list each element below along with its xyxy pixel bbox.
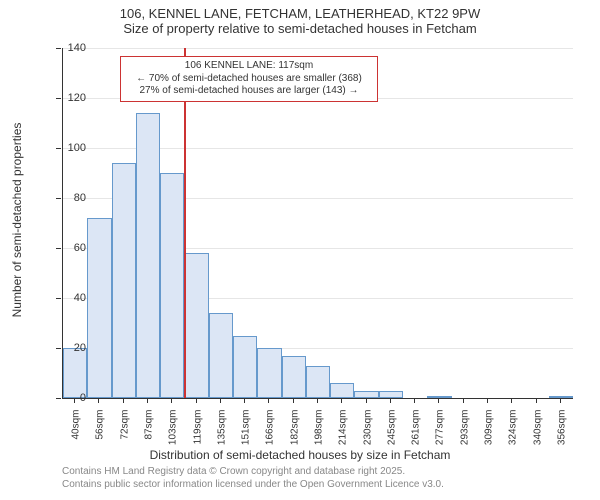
x-tick-mark — [487, 398, 488, 403]
y-tick-label: 0 — [46, 392, 86, 404]
y-tick-mark — [56, 398, 61, 399]
annotation-line3: 27% of semi-detached houses are larger (… — [125, 85, 373, 98]
x-tick-label: 214sqm — [338, 410, 349, 460]
histogram-bar — [306, 366, 330, 399]
histogram-bar — [549, 396, 573, 399]
annotation-box: 106 KENNEL LANE: 117sqm ← 70% of semi-de… — [120, 56, 378, 102]
y-tick-label: 20 — [46, 342, 86, 354]
annotation-line1: 106 KENNEL LANE: 117sqm — [125, 60, 373, 73]
x-tick-mark — [171, 398, 172, 403]
x-tick-label: 87sqm — [144, 410, 155, 460]
x-tick-mark — [511, 398, 512, 403]
histogram-bar — [233, 336, 257, 399]
histogram-bar — [257, 348, 281, 398]
histogram-bar — [160, 173, 184, 398]
x-tick-label: 151sqm — [241, 410, 252, 460]
y-tick-label: 80 — [46, 192, 86, 204]
histogram-bar — [330, 383, 354, 398]
x-tick-mark — [560, 398, 561, 403]
x-tick-mark — [74, 398, 75, 403]
x-tick-mark — [463, 398, 464, 403]
x-tick-mark — [317, 398, 318, 403]
x-tick-label: 245sqm — [386, 410, 397, 460]
histogram-bar — [354, 391, 378, 399]
histogram-bar — [427, 396, 451, 399]
x-tick-label: 309sqm — [484, 410, 495, 460]
x-tick-label: 103sqm — [168, 410, 179, 460]
footer-line2: Contains public sector information licen… — [62, 479, 444, 492]
histogram-bar — [379, 391, 403, 399]
x-tick-label: 261sqm — [411, 410, 422, 460]
x-tick-mark — [196, 398, 197, 403]
x-tick-label: 324sqm — [508, 410, 519, 460]
x-tick-mark — [341, 398, 342, 403]
y-tick-label: 140 — [46, 42, 86, 54]
chart-footer: Contains HM Land Registry data © Crown c… — [62, 466, 444, 491]
x-tick-label: 293sqm — [459, 410, 470, 460]
x-tick-label: 166sqm — [265, 410, 276, 460]
y-tick-mark — [56, 198, 61, 199]
x-tick-label: 356sqm — [556, 410, 567, 460]
chart-title-address: 106, KENNEL LANE, FETCHAM, LEATHERHEAD, … — [0, 6, 600, 21]
y-tick-label: 40 — [46, 292, 86, 304]
y-axis-label: Number of semi-detached properties — [10, 123, 24, 318]
x-tick-label: 182sqm — [289, 410, 300, 460]
x-tick-mark — [268, 398, 269, 403]
x-tick-mark — [390, 398, 391, 403]
y-tick-mark — [56, 298, 61, 299]
x-tick-label: 198sqm — [314, 410, 325, 460]
gridline — [63, 48, 573, 49]
x-tick-mark — [220, 398, 221, 403]
x-tick-label: 40sqm — [71, 410, 82, 460]
histogram-bar — [136, 113, 160, 398]
x-tick-mark — [244, 398, 245, 403]
x-tick-label: 56sqm — [95, 410, 106, 460]
annotation-line2: ← 70% of semi-detached houses are smalle… — [125, 73, 373, 86]
histogram-bar — [87, 218, 111, 398]
x-tick-mark — [293, 398, 294, 403]
histogram-bar — [112, 163, 136, 398]
x-tick-label: 340sqm — [532, 410, 543, 460]
x-tick-label: 72sqm — [119, 410, 130, 460]
y-tick-label: 60 — [46, 242, 86, 254]
y-tick-mark — [56, 48, 61, 49]
histogram-bar — [282, 356, 306, 399]
histogram-bar — [63, 348, 87, 398]
y-tick-mark — [56, 248, 61, 249]
chart-title-subtitle: Size of property relative to semi-detach… — [0, 21, 600, 36]
chart-title-block: 106, KENNEL LANE, FETCHAM, LEATHERHEAD, … — [0, 6, 600, 36]
y-tick-label: 120 — [46, 92, 86, 104]
x-tick-label: 277sqm — [435, 410, 446, 460]
y-tick-mark — [56, 98, 61, 99]
x-tick-mark — [366, 398, 367, 403]
x-tick-label: 135sqm — [216, 410, 227, 460]
x-tick-mark — [147, 398, 148, 403]
histogram-bar — [209, 313, 233, 398]
y-tick-mark — [56, 148, 61, 149]
y-tick-label: 100 — [46, 142, 86, 154]
y-tick-mark — [56, 348, 61, 349]
x-tick-label: 119sqm — [192, 410, 203, 460]
x-tick-mark — [98, 398, 99, 403]
x-tick-mark — [536, 398, 537, 403]
x-tick-mark — [123, 398, 124, 403]
histogram-bar — [184, 253, 208, 398]
x-tick-mark — [438, 398, 439, 403]
footer-line1: Contains HM Land Registry data © Crown c… — [62, 466, 444, 479]
property-size-chart: 106, KENNEL LANE, FETCHAM, LEATHERHEAD, … — [0, 0, 600, 500]
x-tick-mark — [414, 398, 415, 403]
x-tick-label: 230sqm — [362, 410, 373, 460]
